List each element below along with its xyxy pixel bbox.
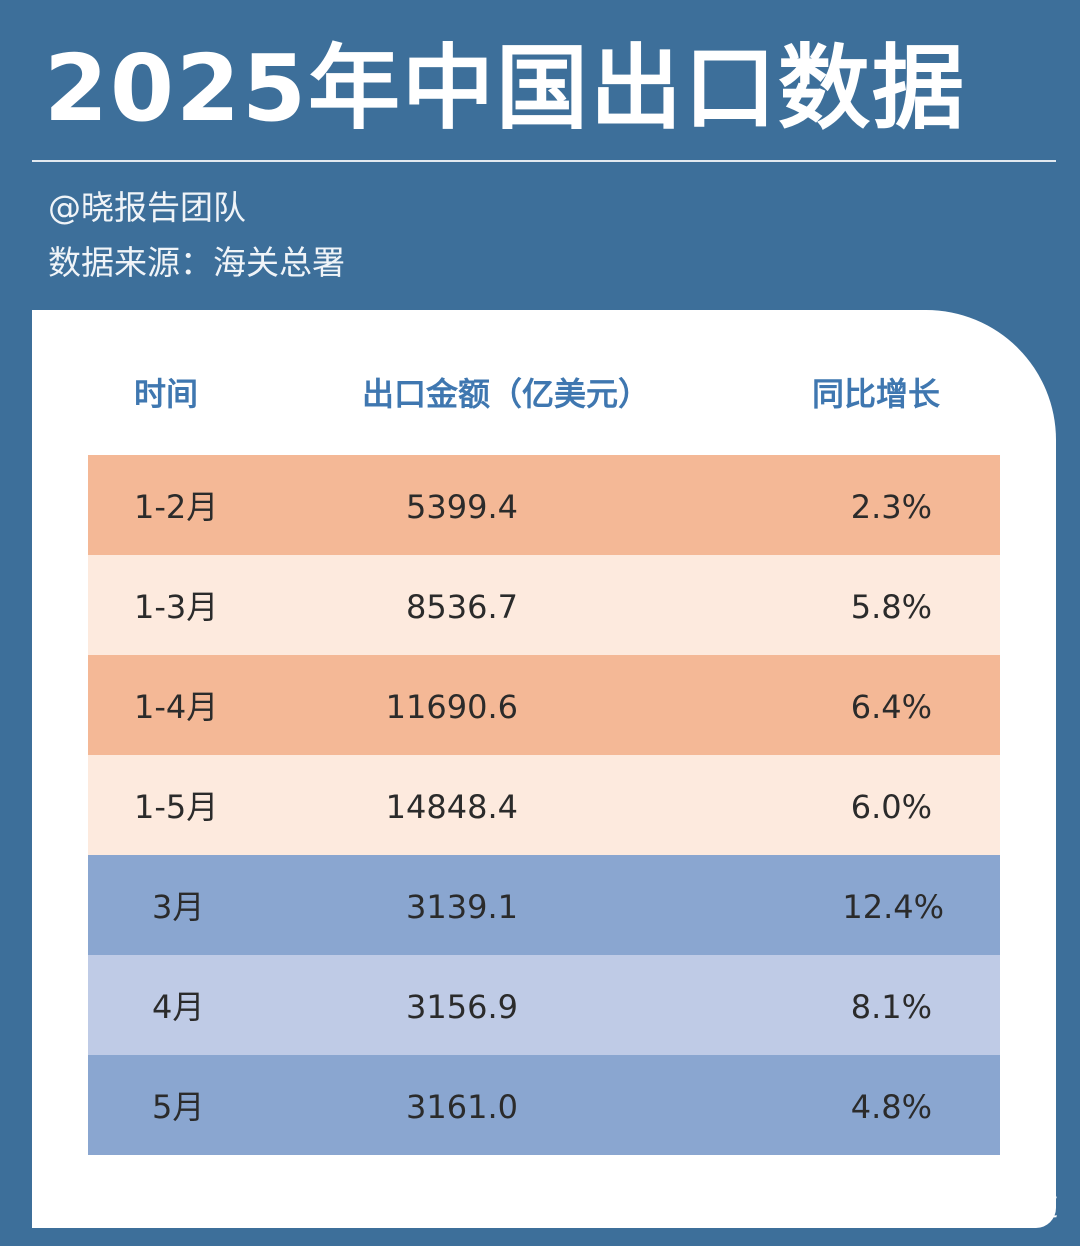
- cell-time: 4月: [152, 988, 205, 1026]
- cell-time: 5月: [152, 1088, 205, 1126]
- divider: [32, 160, 1056, 162]
- cell-time: 1-4月: [134, 688, 219, 726]
- table-row: 5月 3161.0 4.8%: [88, 1055, 1000, 1155]
- title-area: 2025年中国出口数据: [0, 0, 1080, 150]
- cell-growth: 4.8%: [850, 1088, 932, 1126]
- watermark-text: @昊晓波频道: [896, 1192, 1058, 1223]
- cell-amount: 3139.1: [406, 888, 518, 926]
- table-row: 4月 3156.9 8.1%: [88, 955, 1000, 1055]
- table-row: 1-2月 5399.4 2.3%: [88, 455, 1000, 555]
- cell-amount: 11690.6: [385, 688, 519, 726]
- column-header-time: 时间: [134, 375, 199, 413]
- table-row: 3月 3139.1 12.4%: [88, 855, 1000, 955]
- table-row: 1-4月 11690.6 6.4%: [88, 655, 1000, 755]
- cell-growth: 12.4%: [842, 888, 944, 926]
- column-header-amount: 出口金额（亿美元）: [362, 375, 651, 413]
- cell-time: 3月: [152, 888, 205, 926]
- cell-growth: 5.8%: [850, 588, 932, 626]
- cell-growth: 6.0%: [850, 788, 932, 826]
- cell-time: 1-5月: [134, 788, 219, 826]
- cell-amount: 3161.0: [406, 1088, 518, 1126]
- paw-icon: [863, 1195, 887, 1220]
- cell-amount: 14848.4: [385, 788, 519, 826]
- cell-amount: 5399.4: [406, 488, 518, 526]
- table-row: 1-3月 8536.7 5.8%: [88, 555, 1000, 655]
- cell-amount: 8536.7: [406, 588, 518, 626]
- cell-time: 1-3月: [134, 588, 219, 626]
- cell-growth: 6.4%: [850, 688, 932, 726]
- watermark: @昊晓波频道: [860, 1190, 1058, 1226]
- column-header-growth: 同比增长: [812, 375, 941, 413]
- data-table: 1-2月 5399.4 2.3% 1-3月 8536.7 5.8% 1-4月 1…: [88, 455, 1000, 1155]
- cell-growth: 8.1%: [850, 988, 932, 1026]
- author-label: @晓报告团队: [48, 188, 246, 227]
- page-title: 2025年中国出口数据: [44, 35, 967, 142]
- cell-growth: 2.3%: [850, 488, 932, 526]
- cell-amount: 3156.9: [406, 988, 518, 1026]
- cell-time: 1-2月: [134, 488, 219, 526]
- source-label: 数据来源：海关总署: [48, 243, 345, 282]
- table-row: 1-5月 14848.4 6.0%: [88, 755, 1000, 855]
